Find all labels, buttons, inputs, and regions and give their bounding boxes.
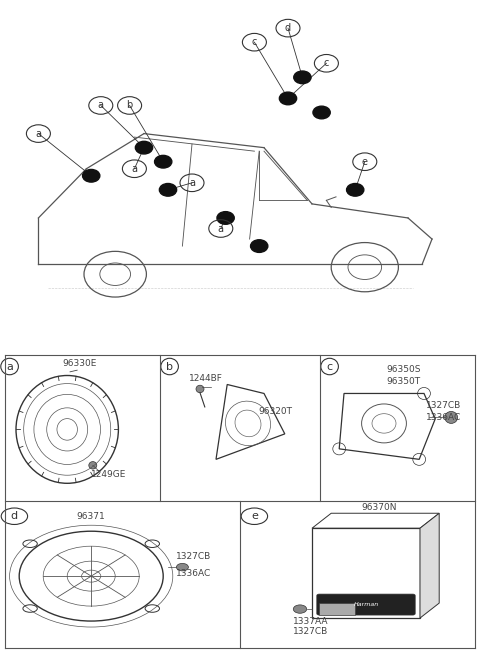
Text: 96350S: 96350S: [386, 365, 420, 374]
Text: a: a: [132, 164, 137, 174]
Text: 1327CB: 1327CB: [176, 552, 211, 561]
Text: d: d: [285, 23, 291, 33]
Circle shape: [347, 184, 364, 196]
Text: a: a: [98, 100, 104, 111]
Circle shape: [89, 462, 97, 469]
Text: 1336AC: 1336AC: [176, 568, 211, 577]
Circle shape: [279, 92, 297, 105]
Circle shape: [177, 563, 188, 571]
Text: 96371: 96371: [77, 512, 106, 521]
Text: 1327CB: 1327CB: [426, 401, 461, 410]
Circle shape: [159, 184, 177, 196]
Circle shape: [217, 212, 234, 225]
Circle shape: [83, 169, 100, 182]
Text: 96350T: 96350T: [386, 377, 420, 386]
Text: 1249GE: 1249GE: [91, 470, 127, 479]
Text: a: a: [36, 129, 41, 139]
Text: d: d: [11, 511, 18, 521]
Circle shape: [293, 605, 307, 613]
Text: 1244BF: 1244BF: [189, 374, 223, 383]
FancyBboxPatch shape: [317, 594, 415, 615]
Circle shape: [445, 411, 457, 423]
Text: c: c: [326, 361, 333, 372]
Text: c: c: [324, 59, 329, 68]
Text: 1336AC: 1336AC: [426, 413, 461, 422]
Circle shape: [251, 240, 268, 253]
Text: a: a: [189, 178, 195, 187]
Text: 1327CB: 1327CB: [293, 627, 328, 636]
Text: b: b: [166, 361, 173, 372]
FancyBboxPatch shape: [319, 603, 355, 615]
Text: Harman: Harman: [353, 602, 379, 607]
Circle shape: [196, 385, 204, 393]
Text: 1337AA: 1337AA: [293, 616, 328, 626]
Text: 96330E: 96330E: [63, 359, 97, 368]
Circle shape: [294, 71, 311, 84]
Text: e: e: [362, 157, 368, 167]
Circle shape: [135, 141, 153, 154]
Text: c: c: [252, 37, 257, 47]
Circle shape: [313, 106, 330, 119]
Polygon shape: [420, 513, 439, 618]
Circle shape: [155, 156, 172, 168]
Text: b: b: [126, 100, 133, 111]
Text: 96320T: 96320T: [258, 407, 292, 416]
Text: a: a: [218, 223, 224, 234]
Text: e: e: [251, 511, 258, 521]
Text: 96370N: 96370N: [361, 503, 397, 512]
Text: a: a: [6, 361, 13, 372]
